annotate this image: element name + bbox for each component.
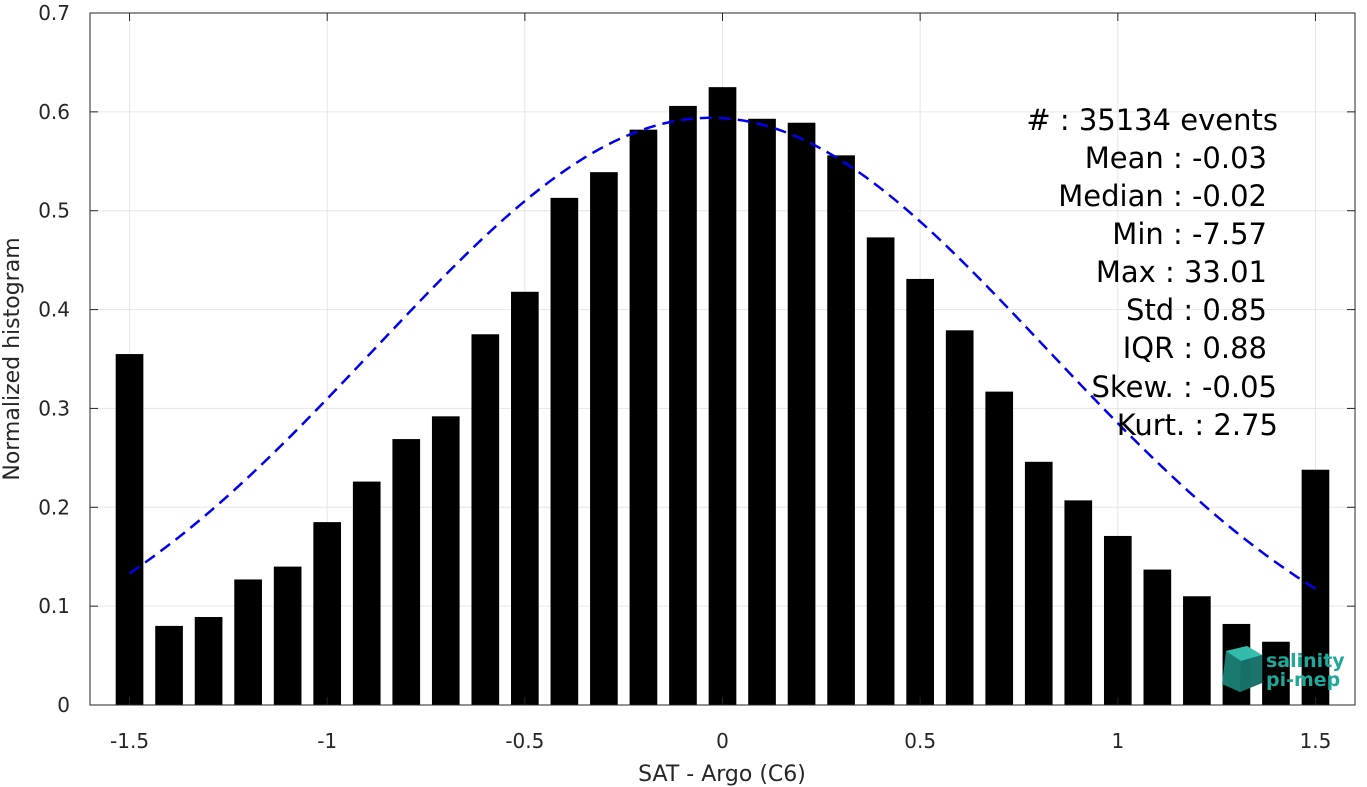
histogram-bar	[511, 291, 539, 705]
gaussian-fit-curve	[128, 116, 1317, 590]
x-tick-label: 1	[1111, 729, 1124, 753]
histogram-bar	[866, 237, 895, 706]
logo-cube-icon	[1222, 646, 1262, 692]
y-axis-label: Normalized histogram	[0, 237, 25, 480]
histogram-bar	[1183, 596, 1211, 705]
x-tick-label: -1.5	[110, 729, 149, 753]
stats-events: # : 35134 events	[1026, 103, 1278, 137]
histogram-bar	[1262, 641, 1290, 705]
histogram-bar	[115, 354, 144, 705]
y-tick-label: 0.4	[38, 298, 70, 322]
y-tick-label: 0.6	[38, 100, 70, 124]
x-tick-label: 0	[716, 729, 729, 753]
histogram-bar	[590, 172, 618, 705]
stats-median: Median : -0.02	[1058, 179, 1267, 213]
histogram-bar	[471, 334, 500, 705]
x-tick-label: -0.5	[505, 729, 544, 753]
y-tick-label: 0	[57, 693, 70, 717]
histogram-bar	[194, 617, 223, 705]
histogram-bar	[985, 391, 1014, 705]
histogram-bar	[155, 625, 183, 705]
histogram-bar	[273, 566, 302, 705]
x-tick-label: -1	[317, 729, 337, 753]
histogram-bar	[550, 197, 579, 705]
y-tick-label: 0.3	[38, 396, 70, 420]
histogram-bar	[1143, 569, 1172, 705]
y-tick-label: 0.2	[38, 495, 70, 519]
y-tick-label: 0.7	[38, 1, 70, 25]
histogram-bar	[392, 439, 421, 705]
histogram-bar	[748, 118, 776, 705]
logo-text-pimep: pi-mep	[1266, 669, 1340, 691]
x-axis-label: SAT - Argo (C6)	[638, 762, 806, 787]
histogram-bar	[787, 122, 816, 705]
stats-min: Min : -7.57	[1112, 217, 1267, 251]
y-tick-label: 0.1	[38, 594, 70, 618]
histogram-bar	[945, 330, 974, 705]
salinity-pimep-logo: salinity pi-mep	[1222, 646, 1345, 692]
x-tick-label: 0.5	[904, 729, 936, 753]
stats-box: # : 35134 events Mean : -0.03 Median : -…	[1026, 103, 1278, 442]
histogram-bar	[352, 481, 381, 705]
stats-iqr: IQR : 0.88	[1123, 331, 1267, 365]
histogram-bar	[1103, 535, 1132, 705]
histogram-bar	[827, 155, 855, 706]
histogram-bar	[669, 105, 697, 705]
x-tick-label: 1.5	[1300, 729, 1332, 753]
histogram-bar	[629, 129, 658, 705]
stats-max: Max : 33.01	[1096, 255, 1267, 289]
stats-kurt: Kurt. : 2.75	[1117, 408, 1278, 442]
histogram-bar	[1024, 461, 1053, 705]
histogram-bar	[313, 522, 342, 705]
stats-std: Std : 0.85	[1126, 293, 1267, 327]
stats-skew: Skew. : -0.05	[1091, 370, 1277, 404]
histogram-bar	[906, 278, 934, 705]
histogram-bars	[115, 87, 1330, 706]
histogram-bar	[234, 579, 262, 705]
x-axis-ticks: -1.5 -1 -0.5 0 0.5 1 1.5	[110, 13, 1331, 753]
histogram-bar	[431, 416, 460, 705]
logo-text-salinity: salinity	[1266, 650, 1345, 672]
y-axis-ticks: 0 0.1 0.2 0.3 0.4 0.5 0.6 0.7	[38, 1, 1355, 717]
y-tick-label: 0.5	[38, 199, 70, 223]
histogram-bar	[1064, 500, 1093, 705]
histogram-bar	[708, 87, 737, 705]
stats-mean: Mean : -0.03	[1085, 141, 1267, 175]
